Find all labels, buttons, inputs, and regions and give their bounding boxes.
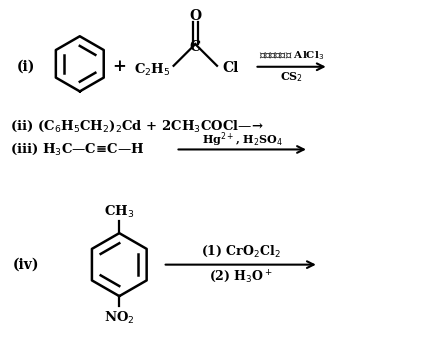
Text: (iv): (iv) (13, 258, 39, 272)
Text: (1) CrO$_2$Cl$_2$: (1) CrO$_2$Cl$_2$ (201, 244, 280, 260)
Text: Hg$^{2+}$, H$_2$SO$_4$: Hg$^{2+}$, H$_2$SO$_4$ (201, 130, 282, 149)
Text: CH$_3$: CH$_3$ (104, 203, 134, 220)
Text: (2) H$_3$O$^+$: (2) H$_3$O$^+$ (208, 268, 272, 285)
Text: +: + (112, 58, 126, 75)
Text: Cl: Cl (222, 61, 239, 75)
Text: C: C (189, 40, 201, 54)
Text: निर्जल AlCl$_3$: निर्जल AlCl$_3$ (258, 50, 324, 62)
Text: O: O (189, 9, 201, 22)
Text: (i): (i) (17, 60, 35, 74)
Text: C$_2$H$_5$: C$_2$H$_5$ (133, 62, 170, 78)
Text: (iii) H$_3$C—C≡C—H: (iii) H$_3$C—C≡C—H (10, 142, 144, 157)
Text: CS$_2$: CS$_2$ (279, 70, 303, 84)
Text: NO$_2$: NO$_2$ (104, 310, 134, 326)
Text: (ii) (C$_6$H$_5$CH$_2$)$_2$Cd + 2CH$_3$COCl—→: (ii) (C$_6$H$_5$CH$_2$)$_2$Cd + 2CH$_3$C… (10, 119, 263, 135)
